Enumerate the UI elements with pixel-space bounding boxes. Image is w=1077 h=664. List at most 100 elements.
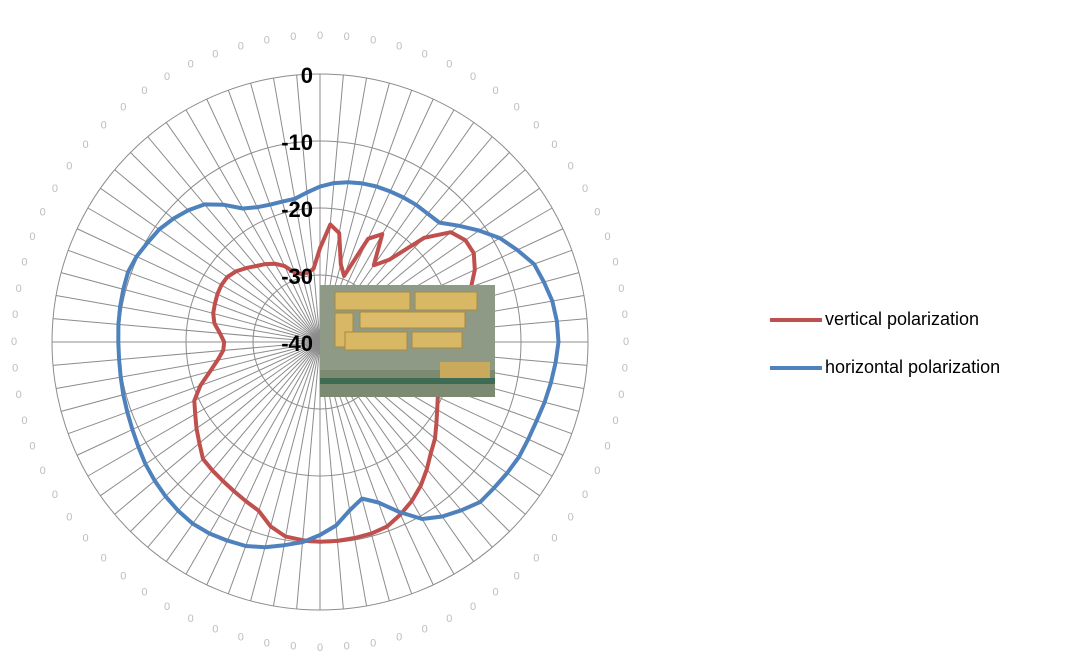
category-label: 0 (66, 160, 72, 172)
y-tick-label: -20 (281, 197, 313, 222)
photo-strip (320, 378, 495, 384)
spoke (52, 318, 321, 343)
spoke (185, 341, 321, 575)
category-label: 0 (16, 389, 22, 401)
category-label: 0 (514, 570, 520, 582)
spoke (52, 341, 321, 366)
category-label: 0 (66, 511, 72, 523)
category-label: 0 (568, 511, 574, 523)
spoke (147, 341, 321, 548)
category-label: 0 (613, 257, 619, 269)
category-label: 0 (290, 31, 296, 43)
spoke (272, 77, 321, 343)
category-label: 0 (290, 641, 296, 653)
category-label: 0 (582, 489, 588, 501)
spoke (67, 341, 321, 435)
category-label: 0 (604, 441, 610, 453)
spoke (87, 207, 321, 343)
category-label: 0 (622, 363, 628, 375)
spoke (55, 341, 321, 390)
spoke (130, 341, 321, 532)
category-label: 0 (317, 30, 323, 42)
category-label: 0 (568, 160, 574, 172)
category-label: 0 (370, 637, 376, 649)
category-label: 0 (29, 231, 35, 243)
spoke (227, 341, 321, 595)
category-label: 0 (492, 85, 498, 97)
spoke (130, 152, 321, 343)
pad (411, 331, 463, 349)
category-label: 0 (21, 257, 27, 269)
category-label: 0 (514, 101, 520, 113)
series-line (192, 222, 477, 544)
category-label: 0 (422, 48, 428, 60)
category-label: 0 (604, 231, 610, 243)
category-label: 0 (40, 207, 46, 219)
pad (334, 291, 411, 311)
y-tick-label: -30 (281, 264, 313, 289)
category-label: 0 (344, 31, 350, 43)
category-label: 0 (16, 283, 22, 295)
antenna-photo (320, 285, 495, 397)
category-label: 0 (238, 40, 244, 52)
category-label: 0 (551, 139, 557, 151)
spoke (250, 341, 321, 601)
category-label: 0 (40, 465, 46, 477)
category-label: 0 (101, 120, 107, 132)
pad (414, 291, 478, 311)
spoke (67, 249, 321, 343)
category-label: 0 (618, 283, 624, 295)
spoke (165, 122, 321, 343)
category-label: 0 (83, 139, 89, 151)
category-label: 0 (29, 441, 35, 453)
spoke (206, 341, 321, 586)
category-label: 0 (344, 641, 350, 653)
y-tick-label: -10 (281, 130, 313, 155)
spoke (61, 341, 321, 412)
category-label: 0 (238, 631, 244, 643)
spoke (227, 89, 321, 343)
category-label: 0 (101, 552, 107, 564)
category-label: 0 (492, 587, 498, 599)
category-label: 0 (120, 101, 126, 113)
category-label: 0 (370, 35, 376, 47)
category-label: 0 (164, 601, 170, 613)
spoke (76, 341, 321, 456)
tick-labels: -40 -30 -20 -10 0 (281, 63, 313, 356)
spoke (61, 272, 321, 343)
category-label: 0 (618, 389, 624, 401)
category-label: 0 (264, 35, 270, 47)
category-label: 0 (446, 613, 452, 625)
spoke (87, 341, 321, 477)
category-label: 0 (396, 40, 402, 52)
category-label: 0 (52, 183, 58, 195)
category-label: 0 (594, 465, 600, 477)
spoke (296, 341, 321, 610)
category-label: 0 (622, 309, 628, 321)
spoke (114, 169, 321, 343)
series-line (116, 180, 561, 550)
category-label: 0 (120, 570, 126, 582)
category-label: 0 (164, 71, 170, 83)
spoke (100, 187, 321, 343)
pad (359, 311, 466, 329)
category-label: 0 (212, 623, 218, 635)
spoke (76, 228, 321, 343)
category-label: 0 (11, 336, 17, 348)
category-label: 0 (188, 613, 194, 625)
legend: vertical polarization horizontal polariza… (770, 309, 1000, 377)
spoke (55, 294, 321, 343)
spoke (147, 136, 321, 343)
spoke (206, 98, 321, 343)
legend-label: vertical polarization (825, 309, 979, 329)
category-label: 0 (533, 120, 539, 132)
pad (440, 362, 490, 380)
category-label: 0 (623, 336, 629, 348)
spoke (185, 109, 321, 343)
spoke (272, 341, 321, 607)
category-label: 0 (141, 85, 147, 97)
category-label: 0 (52, 489, 58, 501)
legend-label: horizontal polarization (825, 357, 1000, 377)
